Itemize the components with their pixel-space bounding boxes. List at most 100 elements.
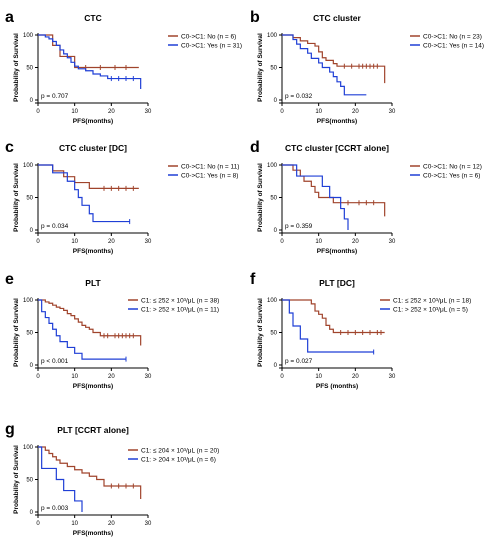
km-curve-group1	[282, 299, 385, 334]
y-tick-label: 50	[26, 196, 33, 202]
panel-letter: c	[5, 139, 14, 156]
km-curve-group1	[282, 164, 386, 217]
panel-b: b CTC cluster 0 50 100 0 10 20 30 PFS(months) Prob…	[250, 9, 484, 125]
p-value: p = 0.707	[41, 93, 69, 100]
panel-letter: b	[250, 9, 260, 26]
km-curve-group2	[38, 299, 126, 360]
y-tick-label: 0	[30, 363, 34, 369]
y-tick-label: 0	[274, 363, 278, 369]
km-curve-group2	[282, 299, 374, 353]
y-axis-label: Probability of Survival	[257, 298, 264, 367]
legend-label: C1: ≤ 252 × 10³/μL (n = 18)	[393, 297, 471, 304]
legend-label: C0->C1: Yes (n = 14)	[423, 42, 484, 49]
x-tick-label: 20	[108, 521, 115, 527]
km-curve-group2	[38, 34, 142, 89]
y-axis-label: Probability of Survival	[257, 163, 264, 232]
legend-label: C1: ≤ 252 × 10³/μL (n = 38)	[141, 297, 219, 304]
x-tick-label: 30	[145, 109, 152, 115]
panel-title: CTC cluster [CCRT alone]	[285, 143, 389, 153]
x-tick-label: 20	[108, 239, 115, 245]
x-axis-label: PFS(months)	[73, 248, 113, 255]
legend-label: C0->C1: Yes (n = 8)	[181, 172, 238, 179]
legend-label: C1: > 252 × 10³/μL (n = 11)	[141, 306, 219, 313]
panel-title: CTC cluster [DC]	[59, 143, 127, 153]
panel-e: e PLT 0 50 100 0 10 20 30 PFS(months) Probability …	[5, 271, 219, 390]
km-curve-group2	[282, 164, 349, 230]
panel-f: f PLT [DC] 0 50 100 0 10 20 30 PFS (months) Probab…	[250, 271, 471, 390]
y-tick-label: 100	[23, 33, 34, 39]
panel-letter: f	[250, 271, 256, 288]
legend-label: C0->C1: Yes (n = 31)	[181, 42, 242, 49]
x-tick-label: 20	[108, 374, 115, 380]
x-tick-label: 20	[352, 374, 359, 380]
panel-letter: d	[250, 139, 260, 156]
km-curve-group2	[38, 446, 83, 512]
km-curve-group1	[38, 299, 142, 346]
panel-title: CTC	[84, 13, 101, 23]
y-tick-label: 0	[30, 510, 34, 516]
km-curve-group1	[38, 34, 139, 69]
x-tick-label: 0	[36, 239, 40, 245]
p-value: p = 0.359	[285, 223, 313, 230]
y-axis-label: Probability of Survival	[257, 33, 264, 102]
km-curve-group2	[38, 164, 130, 223]
x-axis-label: PFS(months)	[73, 383, 113, 390]
p-value: p = 0.032	[285, 93, 313, 100]
x-tick-label: 10	[71, 239, 78, 245]
x-tick-label: 0	[36, 521, 40, 527]
legend-label: C1: > 252 × 10³/μL (n = 5)	[393, 306, 468, 313]
panel-title: PLT [CCRT alone]	[57, 425, 129, 435]
y-tick-label: 50	[270, 66, 277, 72]
p-value: p = 0.003	[41, 505, 69, 512]
x-tick-label: 0	[36, 109, 40, 115]
panel-g: g PLT [CCRT alone] 0 50 100 0 10 20 30 PFS(months…	[5, 421, 219, 537]
x-tick-label: 0	[280, 239, 284, 245]
legend-label: C1: ≤ 204 × 10³/μL (n = 20)	[141, 447, 219, 454]
y-tick-label: 50	[26, 331, 33, 337]
panel-d: d CTC cluster [CCRT alone] 0 50 100 0 10 20 30 PF…	[250, 139, 482, 255]
x-tick-label: 30	[145, 521, 152, 527]
legend-label: C1: > 204 × 10³/μL (n = 6)	[141, 456, 216, 463]
y-tick-label: 100	[267, 298, 278, 304]
x-tick-label: 0	[36, 374, 40, 380]
legend-label: C0->C1: No (n = 11)	[181, 163, 239, 170]
x-tick-label: 30	[145, 374, 152, 380]
x-tick-label: 20	[352, 239, 359, 245]
y-tick-label: 0	[274, 228, 278, 234]
x-tick-label: 20	[108, 109, 115, 115]
panel-title: CTC cluster	[313, 13, 361, 23]
x-tick-label: 20	[352, 109, 359, 115]
x-axis-label: PFS (months)	[316, 383, 358, 390]
panel-title: PLT [DC]	[319, 278, 355, 288]
legend-label: C0->C1: No (n = 6)	[181, 33, 236, 40]
panel-title: PLT	[85, 278, 101, 288]
km-curve-group1	[38, 446, 142, 499]
panel-letter: g	[5, 421, 15, 438]
x-tick-label: 10	[71, 521, 78, 527]
x-axis-label: PFS(months)	[73, 530, 113, 537]
x-axis-label: PFS(months)	[73, 118, 113, 125]
y-tick-label: 50	[270, 331, 277, 337]
panel-letter: e	[5, 271, 14, 288]
y-tick-label: 50	[270, 196, 277, 202]
x-axis-label: PFS(months)	[317, 118, 357, 125]
legend-label: C0->C1: Yes (n = 6)	[423, 172, 480, 179]
y-tick-label: 100	[267, 33, 278, 39]
x-tick-label: 10	[71, 109, 78, 115]
km-curve-group1	[282, 34, 386, 84]
x-tick-label: 10	[315, 374, 322, 380]
x-tick-label: 30	[389, 239, 396, 245]
km-curve-group2	[282, 34, 367, 96]
x-tick-label: 10	[71, 374, 78, 380]
y-tick-label: 0	[30, 98, 34, 104]
p-value: p = 0.034	[41, 223, 69, 230]
legend-label: C0->C1: No (n = 12)	[423, 163, 482, 170]
x-tick-label: 0	[280, 109, 284, 115]
x-tick-label: 10	[315, 109, 322, 115]
x-axis-label: PFS(months)	[317, 248, 357, 255]
x-tick-label: 0	[280, 374, 284, 380]
y-tick-label: 100	[23, 445, 34, 451]
y-tick-label: 0	[30, 228, 34, 234]
x-tick-label: 30	[389, 374, 396, 380]
